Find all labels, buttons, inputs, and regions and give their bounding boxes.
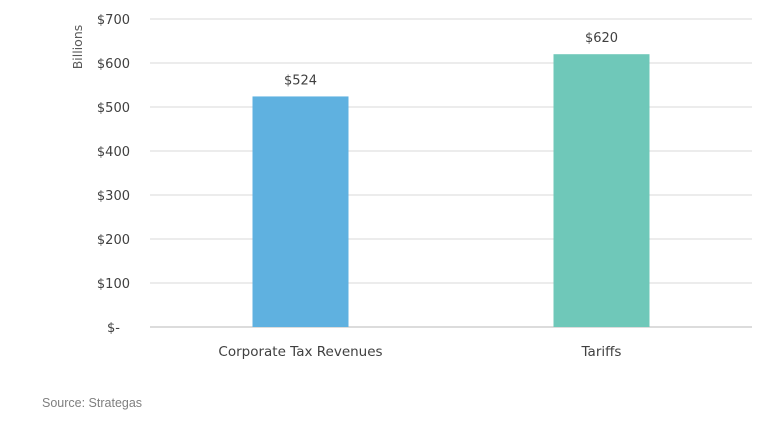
- x-category-label: Corporate Tax Revenues: [218, 344, 382, 360]
- source-note: Source: Strategas: [42, 396, 143, 410]
- data-label: $620: [585, 31, 618, 46]
- data-labels: $524 $620: [284, 31, 618, 88]
- y-tick-label: $300: [97, 189, 130, 204]
- y-tick-label: $100: [97, 277, 130, 292]
- gridlines: [150, 18, 752, 328]
- y-tick-label: $600: [97, 57, 130, 72]
- bars: [252, 54, 650, 327]
- y-axis-ticks: $- $100 $200 $300 $400 $500 $600 $700: [97, 13, 130, 336]
- bar: [553, 54, 650, 327]
- y-tick-label: $-: [107, 321, 120, 336]
- x-category-label: Tariffs: [581, 344, 622, 360]
- y-tick-label: $500: [97, 101, 130, 116]
- y-tick-label: $200: [97, 233, 130, 248]
- data-label: $524: [284, 73, 317, 88]
- x-axis-categories: Corporate Tax Revenues Tariffs: [218, 344, 621, 360]
- y-axis-label: Billions: [70, 25, 85, 70]
- bar: [252, 96, 349, 327]
- y-tick-label: $400: [97, 145, 130, 160]
- y-tick-label: $700: [97, 13, 130, 28]
